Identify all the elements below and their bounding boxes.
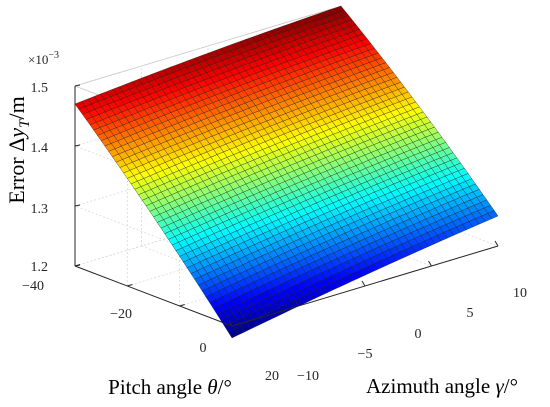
x-tick-label: −5 [358, 347, 373, 362]
surface-cell [228, 328, 239, 339]
x-tick-label: 0 [415, 327, 422, 342]
x-tick-label: 10 [513, 286, 527, 301]
z-tick [74, 144, 81, 147]
y-tick-labels: −40 −20 0 20 [22, 279, 279, 384]
z-tick-labels: 1.2 1.3 1.4 1.5 [31, 81, 49, 275]
y-tick-label: 0 [200, 341, 207, 356]
y-tick-label: −20 [110, 307, 132, 322]
x-tick-label: −10 [297, 369, 319, 384]
surface-plot [74, 5, 499, 339]
y-tick [179, 304, 185, 307]
y-tick [127, 284, 133, 287]
z-multiplier: ×10−3 [28, 50, 59, 67]
x-axis-title: Azimuth angle γ/° [366, 374, 518, 398]
z-tick-label: 1.5 [31, 81, 49, 96]
axes [74, 84, 499, 327]
x-tick [361, 280, 366, 287]
z-axis-title: Error ΔyT/m [4, 96, 33, 203]
z-tick-label: 1.2 [31, 260, 49, 275]
y-axis-line [74, 265, 233, 327]
x-tick [494, 240, 499, 247]
x-tick [295, 300, 299, 307]
x-tick [228, 320, 233, 327]
z-tick-label: 1.4 [31, 141, 49, 156]
y-tick [231, 324, 238, 327]
box-edge [74, 5, 342, 87]
y-tick-label: −40 [22, 279, 44, 294]
y-tick-label: 20 [265, 369, 279, 384]
x-tick-label: 5 [467, 306, 474, 321]
y-axis-title: Pitch angle θ/° [108, 375, 232, 399]
z-tick [74, 84, 81, 87]
y-tick [74, 264, 81, 267]
z-tick-label: 1.3 [31, 202, 49, 217]
x-tick [428, 260, 432, 267]
z-tick [74, 204, 81, 207]
x-tick-labels: −10 −5 0 5 10 [297, 286, 527, 384]
